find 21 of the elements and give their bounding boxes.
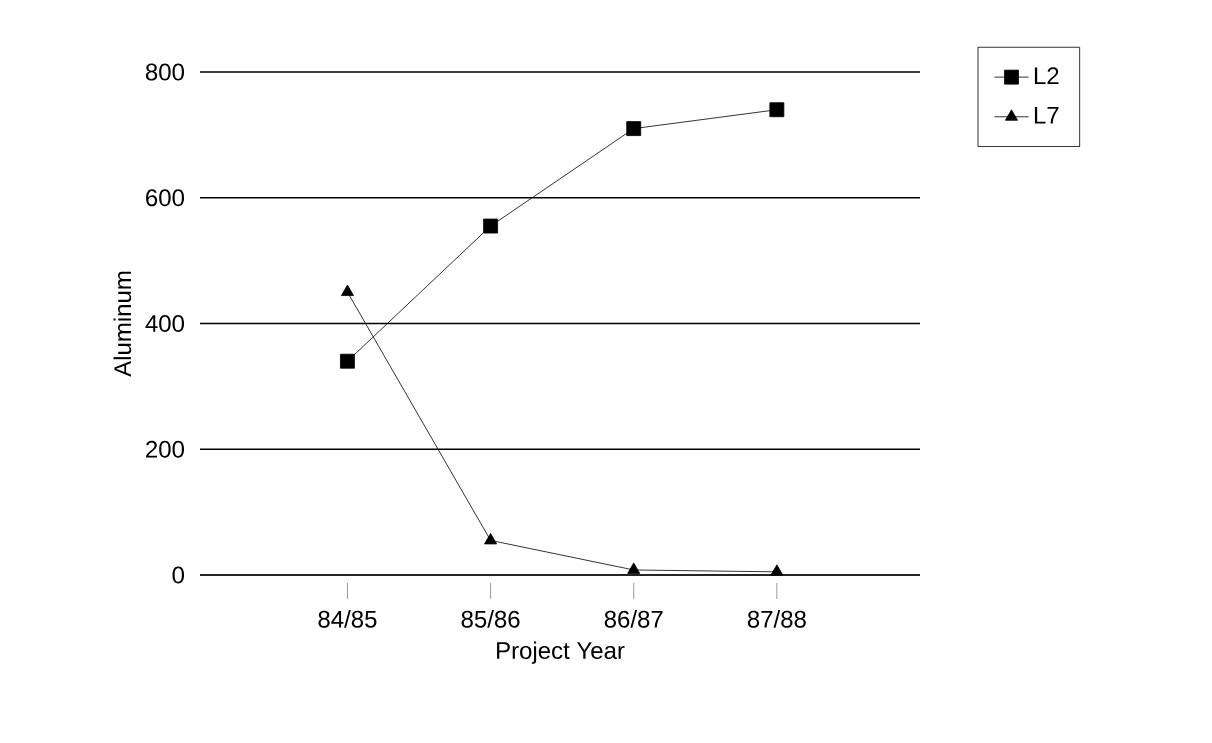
- point: [483, 218, 498, 234]
- x-tick-label: 86/87: [604, 610, 663, 628]
- x-tick-label: 85/86: [461, 610, 520, 628]
- legend-label: L2: [1034, 67, 1059, 85]
- y-tick-label: 0: [172, 566, 185, 584]
- x-tick-label: 87/88: [747, 610, 806, 628]
- x-axis-title: Project Year: [497, 641, 625, 664]
- point: [627, 562, 641, 574]
- y-tick-label: 200: [146, 440, 184, 458]
- point: [770, 564, 784, 576]
- y-tick-label: 800: [145, 63, 184, 81]
- point: [340, 353, 355, 369]
- point: [769, 102, 785, 118]
- point: [340, 284, 354, 296]
- point: [484, 533, 498, 545]
- x-tick-label: 84/85: [318, 610, 377, 628]
- y-tick-label: 600: [146, 189, 184, 207]
- legend-label: L7: [1034, 107, 1059, 124]
- point: [626, 121, 642, 136]
- y-axis-title: Aluminum: [113, 271, 132, 377]
- y-tick-label: 400: [145, 315, 184, 332]
